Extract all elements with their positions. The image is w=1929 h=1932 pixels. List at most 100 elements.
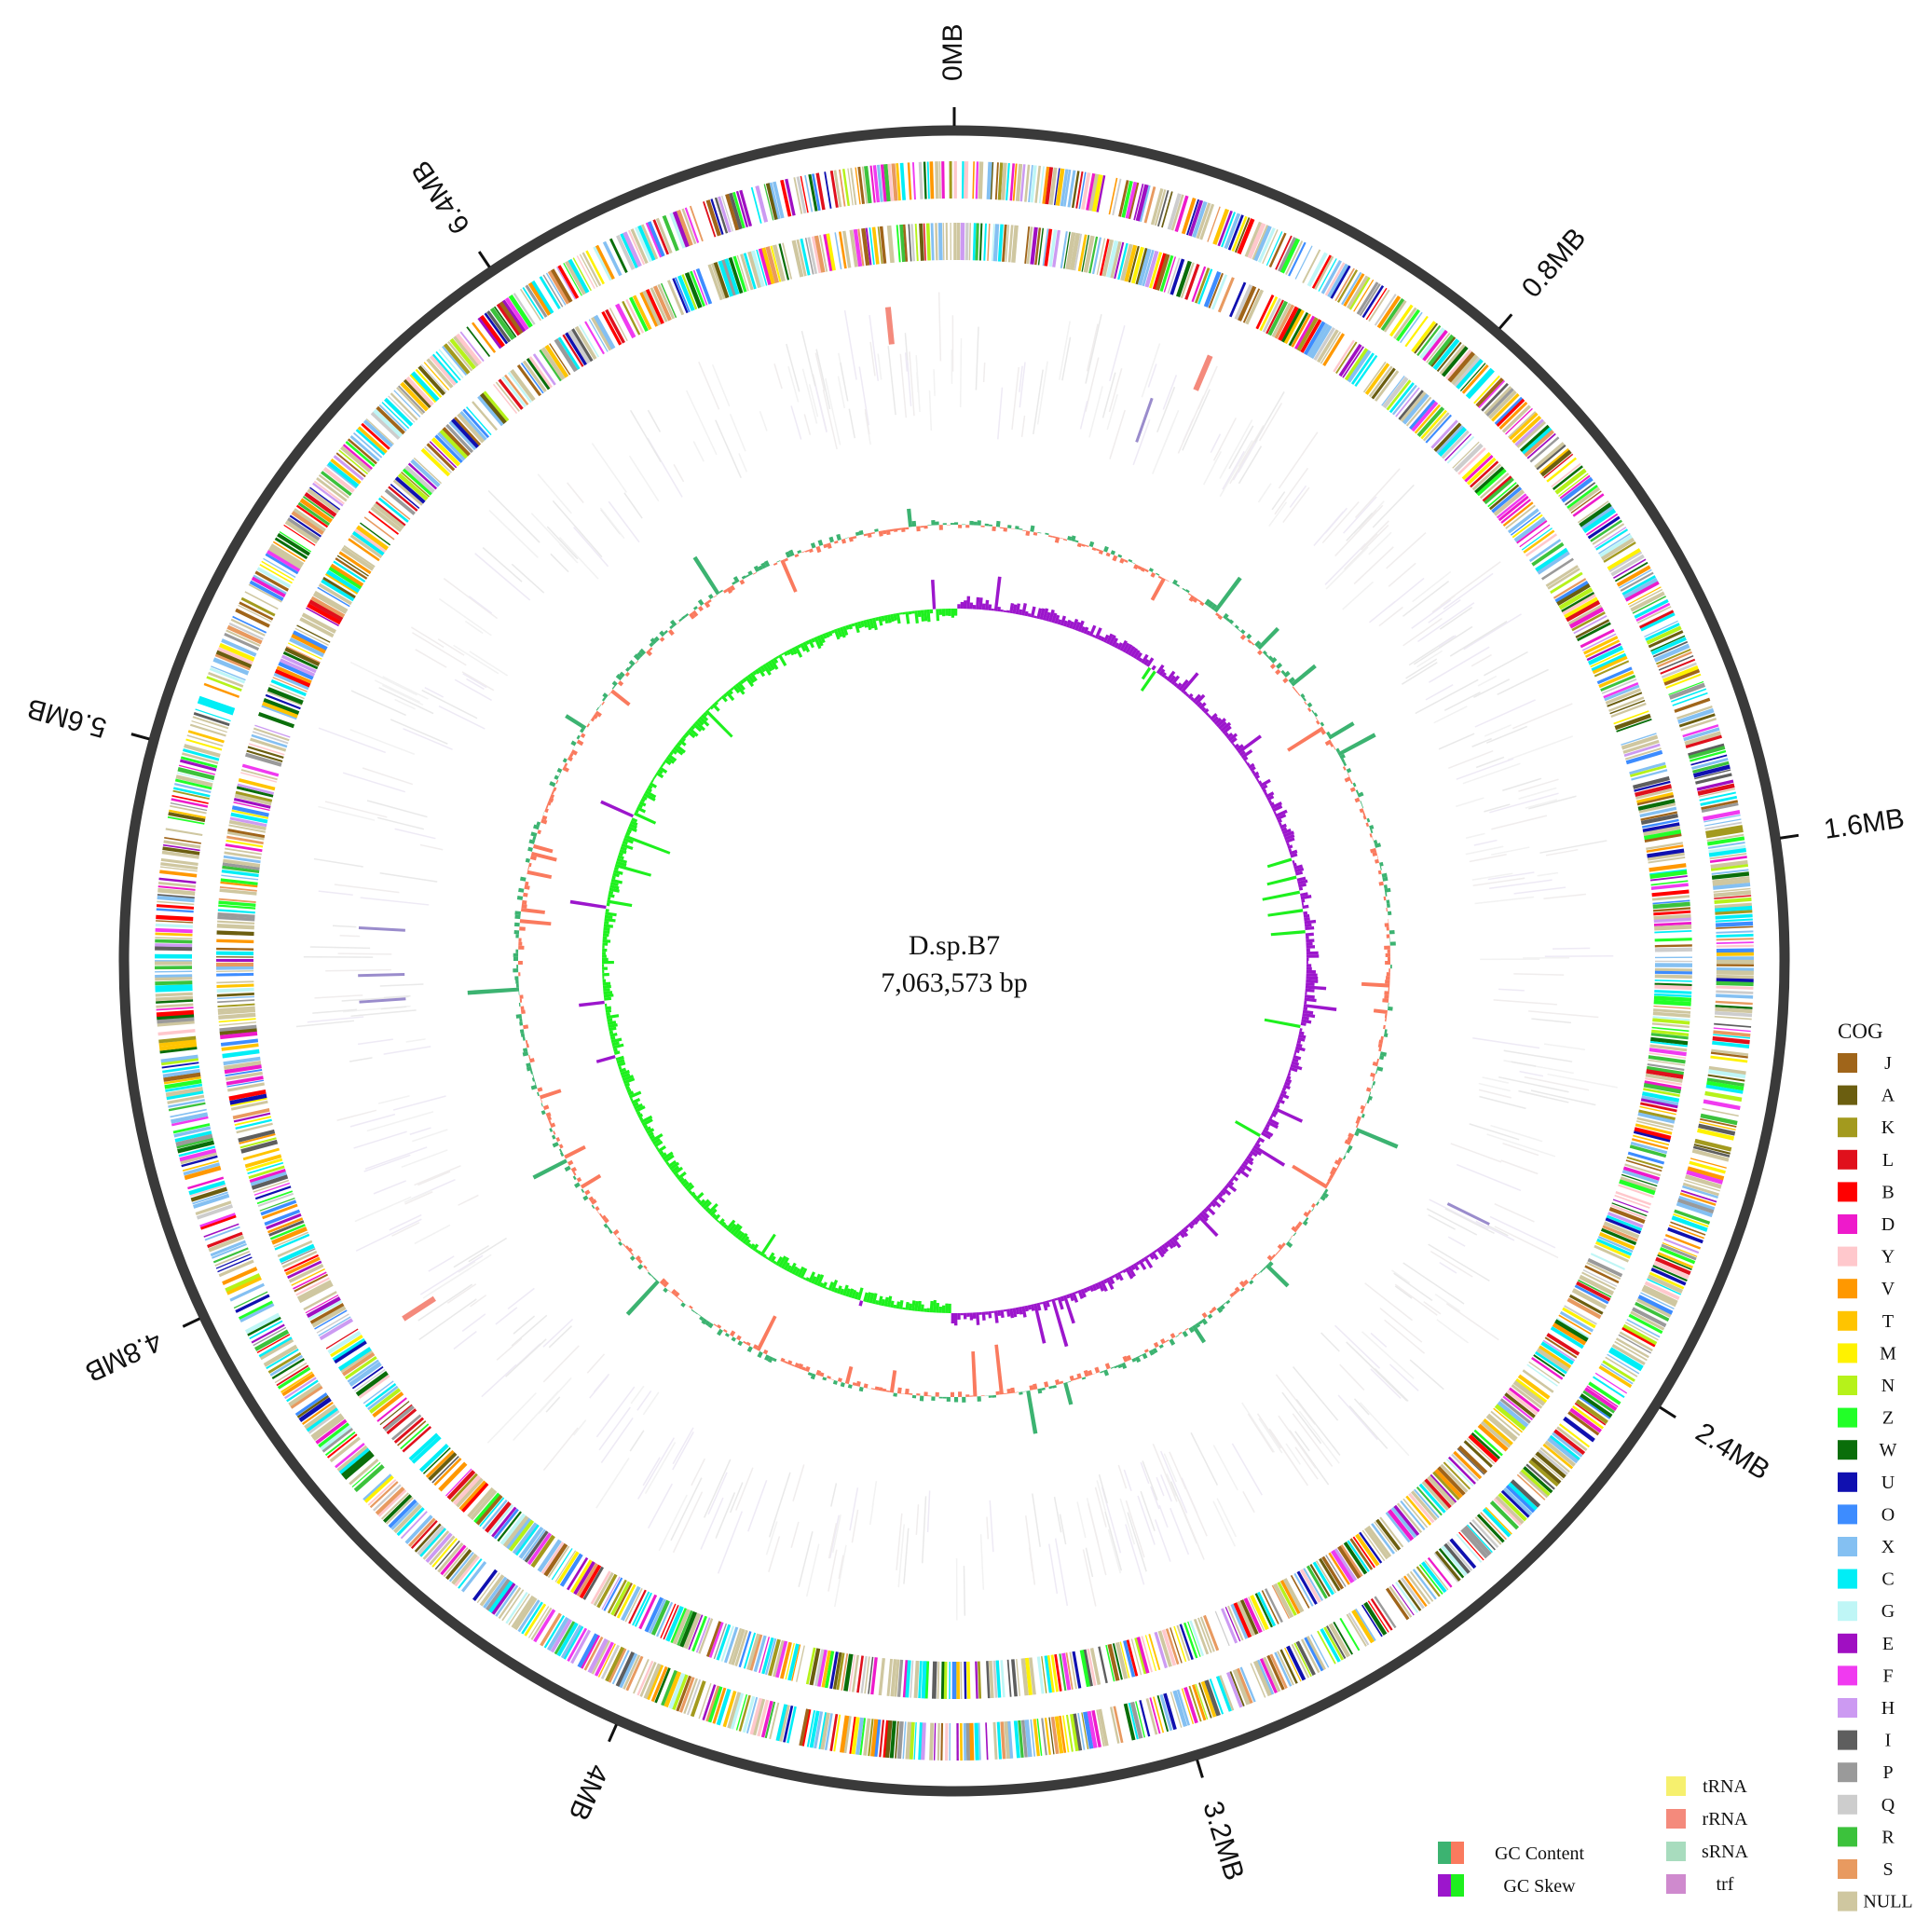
cds-feature (676, 1675, 692, 1712)
gc-window (608, 1023, 618, 1029)
ncrna-feature (843, 309, 857, 380)
cds-feature (1558, 1314, 1592, 1336)
cds-feature (221, 869, 259, 878)
cds-feature (340, 445, 372, 473)
gc-window (1228, 1297, 1232, 1300)
gc-window (893, 528, 898, 532)
cds-feature (269, 543, 305, 567)
cds-feature (707, 264, 723, 301)
ncrna-feature (790, 405, 802, 440)
ncrna-feature (353, 1130, 407, 1149)
gc-window (522, 1036, 526, 1041)
cds-feature (732, 255, 747, 293)
cds-feature (1380, 297, 1405, 332)
ncrna-feature (1409, 1359, 1444, 1391)
gc-window (808, 638, 815, 649)
cds-feature (1393, 1504, 1420, 1537)
ncrna-feature (1361, 1331, 1415, 1379)
ncrna-feature (1518, 787, 1557, 800)
cds-feature (1649, 869, 1688, 876)
gc-legend-swatch-b (1451, 1842, 1464, 1864)
ncrna-feature (1158, 1504, 1169, 1528)
cds-feature (252, 731, 289, 745)
gc-window (1062, 538, 1068, 541)
cds-feature (842, 230, 852, 268)
cds-feature (1361, 1604, 1383, 1637)
gc-window (1114, 642, 1120, 649)
gc-window (1057, 1296, 1064, 1310)
ncrna-feature (1434, 1293, 1461, 1312)
cds-feature (249, 1169, 286, 1183)
cds-feature (226, 835, 264, 845)
ncrna-feature (417, 1171, 451, 1186)
cds-feature (1607, 1353, 1640, 1375)
cds-feature (1279, 1580, 1301, 1615)
gc-window (1306, 936, 1309, 939)
cds-feature (1716, 978, 1754, 983)
gc-window (1297, 1221, 1303, 1226)
cds-feature (1530, 1457, 1562, 1485)
cds-feature (195, 708, 231, 722)
cds-feature (168, 1102, 206, 1112)
cds-feature (1650, 637, 1687, 655)
cds-feature (785, 1642, 795, 1680)
cds-feature (746, 1696, 759, 1733)
gc-window (598, 1213, 603, 1218)
cds-feature (1626, 1319, 1661, 1338)
cog-code-label: M (1880, 1343, 1896, 1363)
ncrna-feature (1085, 357, 1100, 412)
cds-feature (1538, 1345, 1572, 1369)
cds-feature (384, 488, 416, 515)
gc-window (602, 948, 608, 952)
cds-feature (217, 647, 253, 665)
gc-window (1170, 1333, 1176, 1339)
cds-feature (1708, 1065, 1746, 1076)
gc-window (1246, 633, 1252, 639)
cds-feature (1060, 231, 1068, 268)
cds-feature (1163, 1692, 1177, 1731)
gc-window (764, 1255, 769, 1260)
ncrna-feature (1359, 509, 1377, 529)
cds-feature (1490, 1410, 1521, 1436)
gc-window (988, 524, 992, 527)
gc-window (1237, 628, 1241, 632)
ncrna-feature (1411, 599, 1452, 629)
cds-feature (547, 270, 570, 305)
cds-feature (864, 166, 872, 204)
gc-window (638, 801, 647, 807)
cds-feature (1621, 1326, 1656, 1348)
gc-window (757, 1250, 762, 1255)
gc-window (615, 860, 627, 867)
gc-window (717, 1328, 723, 1336)
cds-feature (216, 987, 254, 993)
gc-window (911, 1394, 917, 1399)
gc-window (1003, 1309, 1007, 1312)
gc-window (653, 636, 660, 642)
cds-feature (1355, 1533, 1380, 1567)
cds-feature (850, 168, 857, 205)
gc-window (984, 599, 990, 610)
cds-feature (511, 1595, 534, 1628)
gc-window (730, 687, 734, 692)
ncrna-feature (401, 1149, 448, 1169)
cds-feature (1494, 396, 1524, 426)
cds-feature (400, 1511, 428, 1540)
gc-window (780, 559, 798, 593)
cds-feature (230, 1100, 268, 1111)
cds-feature (1293, 1572, 1314, 1607)
cds-feature (796, 1645, 805, 1682)
gc-window (1306, 979, 1319, 983)
cds-feature (1283, 309, 1305, 345)
cds-feature (522, 360, 547, 393)
gc-window (1383, 884, 1388, 889)
cds-feature (524, 1603, 547, 1637)
ncrna-feature (692, 441, 705, 462)
cds-feature (1466, 1437, 1496, 1465)
cds-feature (639, 292, 659, 327)
cds-feature (1024, 1720, 1033, 1758)
ncrna-feature (997, 387, 1004, 440)
cds-feature (913, 1660, 920, 1699)
cds-feature (1110, 240, 1122, 279)
gc-window (598, 704, 602, 708)
cds-feature (1408, 1492, 1435, 1524)
